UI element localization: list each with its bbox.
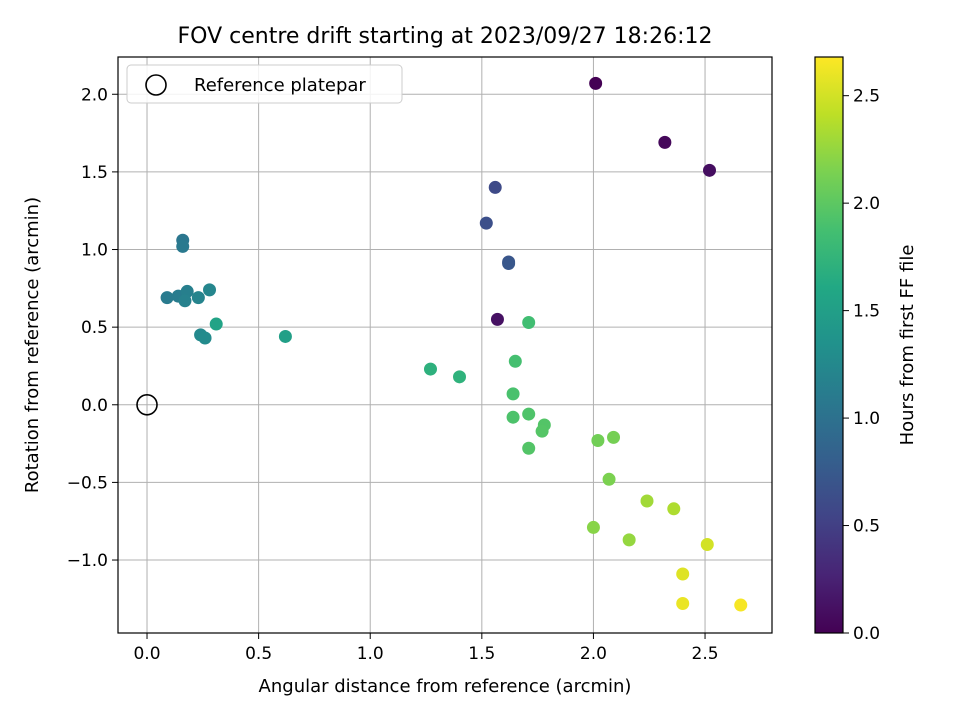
- data-point: [522, 441, 536, 455]
- data-point: [423, 362, 437, 376]
- plot-frame: [117, 56, 773, 634]
- data-point: [676, 597, 690, 611]
- x-axis: 0.0 0.5 1.0 1.5 2.0 2.5: [133, 633, 719, 664]
- legend: Reference platepar: [126, 64, 403, 104]
- y-tick-label: −0.5: [67, 473, 108, 493]
- x-axis-label: Angular distance from reference (arcmin): [259, 676, 632, 697]
- y-tick-label: 1.0: [81, 241, 108, 261]
- data-point: [607, 430, 621, 444]
- y-axis-label: Rotation from reference (arcmin): [22, 197, 43, 493]
- data-point: [506, 410, 520, 424]
- data-point: [586, 520, 600, 534]
- data-point: [658, 135, 672, 149]
- data-point: [178, 294, 192, 308]
- x-tick-label: 2.5: [692, 644, 719, 664]
- legend-marker-reference: [145, 74, 167, 96]
- data-point: [506, 387, 520, 401]
- y-tick-label: 0.5: [81, 318, 108, 338]
- data-point: [176, 239, 190, 253]
- data-point: [160, 291, 174, 305]
- data-point: [640, 494, 654, 508]
- data-point: [622, 533, 636, 547]
- x-tick-label: 1.0: [357, 644, 384, 664]
- data-point: [535, 424, 549, 438]
- colorbar: 0.0 0.5 1.0 1.5 2.0 2.5 Hours from first FF f…: [814, 56, 918, 644]
- data-point: [591, 433, 605, 447]
- data-point: [676, 567, 690, 581]
- colorbar-gradient: [815, 57, 843, 633]
- colorbar-tick-label: 1.0: [853, 409, 880, 429]
- colorbar-tick-label: 2.0: [853, 194, 880, 214]
- colorbar-tick-label: 2.5: [853, 87, 880, 107]
- data-point: [453, 370, 467, 384]
- y-tick-label: −1.0: [67, 551, 108, 571]
- data-point: [502, 256, 516, 270]
- data-point: [602, 472, 616, 486]
- data-point: [203, 283, 217, 297]
- x-tick-label: 2.0: [580, 644, 607, 664]
- data-point: [667, 502, 681, 516]
- data-point: [209, 317, 223, 331]
- data-point: [191, 291, 205, 305]
- data-point: [522, 407, 536, 421]
- data-point: [703, 163, 717, 177]
- data-point: [734, 598, 748, 612]
- colorbar-frame: [814, 56, 844, 634]
- colorbar-tick-label: 0.5: [853, 517, 880, 537]
- data-point: [488, 180, 502, 194]
- grid: [118, 57, 772, 633]
- data-point: [479, 216, 493, 230]
- data-point: [278, 329, 292, 343]
- data-point: [508, 354, 522, 368]
- data-point: [700, 538, 714, 552]
- x-tick-label: 1.5: [468, 644, 495, 664]
- y-tick-label: 0.0: [81, 396, 108, 416]
- colorbar-ticks: 0.0 0.5 1.0 1.5 2.0 2.5: [843, 87, 880, 644]
- data-point: [589, 76, 603, 90]
- colorbar-label: Hours from first FF file: [897, 245, 918, 446]
- y-tick-label: 1.5: [81, 163, 108, 183]
- y-tick-label: 2.0: [81, 85, 108, 105]
- x-tick-label: 0.5: [245, 644, 272, 664]
- data-point: [198, 331, 212, 345]
- colorbar-tick-label: 0.0: [853, 624, 880, 644]
- x-tick-label: 0.0: [133, 644, 160, 664]
- y-axis: −1.0 −0.5 0.0 0.5 1.0 1.5 2.0: [67, 85, 118, 571]
- data-point: [490, 312, 504, 326]
- legend-label-reference: Reference platepar: [194, 75, 366, 96]
- colorbar-tick-label: 1.5: [853, 302, 880, 322]
- chart-title: FOV centre drift starting at 2023/09/27 …: [178, 24, 713, 49]
- points-layer: [160, 76, 748, 612]
- data-point: [522, 315, 536, 329]
- reference-point: [136, 393, 158, 416]
- legend-box: [126, 64, 403, 104]
